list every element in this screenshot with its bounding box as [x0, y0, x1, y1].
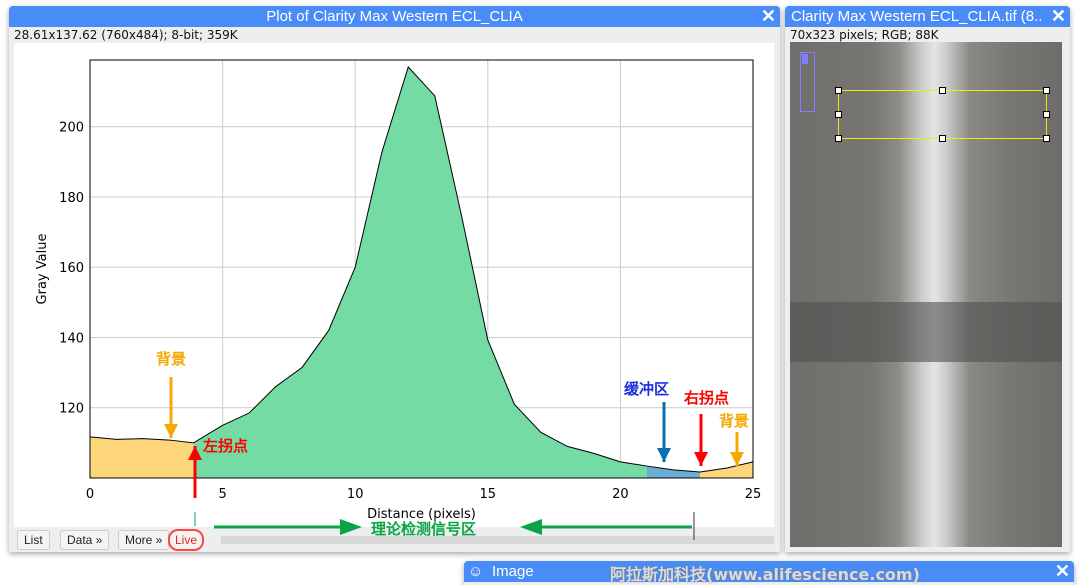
roi-handle[interactable]: [1043, 111, 1050, 118]
blot-image: [790, 42, 1062, 547]
close-icon[interactable]: ✕: [1050, 6, 1066, 26]
navigator-box[interactable]: [800, 52, 815, 112]
arrow-left-inflection-head: [188, 446, 202, 460]
image-window-titlebar[interactable]: Clarity Max Western ECL_CLIA.tif (8... ✕: [785, 6, 1070, 27]
profile-line: [89, 66, 754, 473]
annotation-buffer: 缓冲区: [624, 380, 669, 398]
x-tick-label: 15: [480, 487, 497, 502]
roi-handle[interactable]: [1043, 87, 1050, 94]
annotation-signal-region: 理论检测信号区: [371, 520, 476, 538]
smiley-icon: ☺: [468, 563, 484, 580]
window-title: Clarity Max Western ECL_CLIA.tif (8...: [791, 8, 1041, 25]
close-icon[interactable]: ✕: [1054, 561, 1070, 581]
arrow-signal-left-head: [340, 519, 362, 535]
image-dark-band: [790, 302, 1062, 362]
watermark: 阿拉斯加科技(www.alifescience.com): [610, 565, 920, 584]
x-axis-label: Distance (pixels): [367, 507, 476, 522]
bottom-image-window: ☺ Image ✕: [464, 561, 1074, 585]
data-button[interactable]: Data »: [60, 530, 110, 550]
x-tick-label: 20: [612, 487, 629, 502]
region-signal: [193, 67, 647, 478]
plot-frame: [89, 59, 754, 479]
arrow-bg-right-head: [730, 452, 744, 466]
annotation-right-inflection: 右拐点: [684, 389, 729, 407]
x-tick-label: 10: [347, 487, 364, 502]
roi-handle[interactable]: [835, 111, 842, 118]
y-tick-label: 120: [59, 402, 84, 417]
x-tick-label: 0: [86, 487, 94, 502]
bottom-window-titlebar[interactable]: ☺ Image ✕: [464, 561, 1074, 582]
roi-handle[interactable]: [939, 87, 946, 94]
image-info: 70x323 pixels; RGB; 88K: [790, 28, 939, 42]
region-background: [699, 461, 753, 478]
profile-chart: 0 5 10 15 20 25 120 140 160 180 200 Distance (pixel…: [35, 59, 762, 540]
x-tick-label: 25: [745, 487, 762, 502]
roi-handle[interactable]: [835, 87, 842, 94]
roi-handle[interactable]: [835, 135, 842, 142]
y-tick-label: 200: [59, 121, 84, 136]
window-title: Plot of Clarity Max Western ECL_CLIA: [266, 8, 523, 25]
annotation-left-inflection: 左拐点: [202, 437, 248, 455]
annotation-bg-right: 背景: [719, 412, 749, 430]
region-background: [90, 436, 194, 478]
arrow-bg-left-head: [164, 424, 178, 438]
plot-window-titlebar[interactable]: Plot of Clarity Max Western ECL_CLIA ✕: [9, 6, 780, 27]
y-axis-label: Gray Value: [35, 234, 50, 305]
close-icon[interactable]: ✕: [760, 6, 776, 26]
region-buffer: [646, 466, 700, 478]
live-button[interactable]: Live: [168, 529, 205, 551]
scrollbar[interactable]: [221, 536, 774, 544]
arrow-signal-right-head: [520, 519, 542, 535]
x-tick-label: 5: [218, 487, 226, 502]
roi-handle[interactable]: [939, 135, 946, 142]
y-tick-label: 160: [59, 261, 84, 276]
list-button[interactable]: List: [17, 530, 50, 550]
annotation-bg-left: 背景: [156, 350, 186, 368]
y-tick-label: 180: [59, 191, 84, 206]
image-window: Clarity Max Western ECL_CLIA.tif (8... ✕ …: [785, 6, 1070, 552]
arrow-right-inflection-head: [694, 452, 708, 466]
window-title: Image: [492, 563, 534, 580]
plot-info: 28.61x137.62 (760x484); 8-bit; 359K: [14, 28, 238, 42]
roi-rectangle[interactable]: [838, 90, 1047, 139]
arrow-buffer-head: [657, 448, 671, 462]
y-tick-label: 140: [59, 331, 84, 346]
roi-handle[interactable]: [1043, 135, 1050, 142]
